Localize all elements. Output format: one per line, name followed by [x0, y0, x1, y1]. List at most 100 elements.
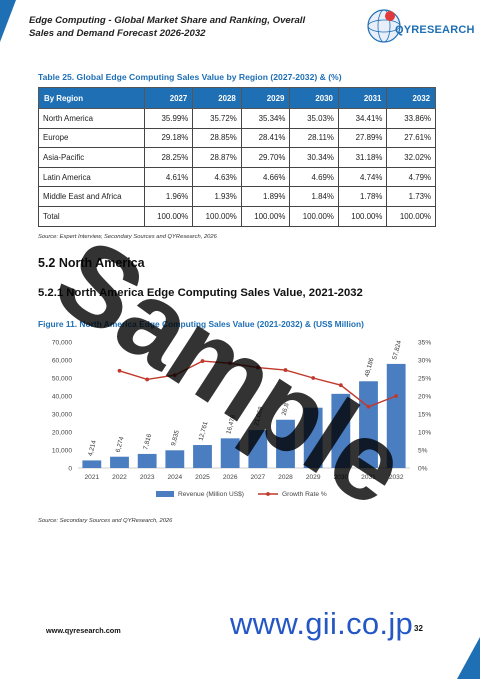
share-cell: 1.73%: [386, 186, 436, 207]
revenue-bar: [386, 363, 406, 468]
sales-value-chart: 0 10,000 20,000 30,000 40,000 50,000 60,000 70,…: [52, 339, 432, 498]
column-header: 2029: [240, 87, 291, 109]
table-row: Middle East and Africa 1.96% 1.93% 1.89% 1.8…: [38, 186, 436, 207]
x-axis-tick-label: 2022: [112, 474, 127, 481]
share-cell: 27.89%: [337, 127, 388, 149]
region-cell: Total: [38, 205, 145, 227]
right-axis-tick-label: 25%: [418, 376, 431, 383]
share-cell: 100.00%: [337, 205, 388, 227]
legend-label-growth: Growth Rate %: [282, 491, 327, 498]
bar-value-label: 48,186: [364, 357, 376, 378]
x-axis-tick-label: 2021: [84, 474, 99, 481]
share-cell: 28.25%: [143, 147, 194, 168]
logo-text: QYRESEARCH: [395, 24, 475, 36]
table-row: Europe 29.18% 28.85% 28.41% 28.11% 27.89% 27.6…: [38, 127, 436, 149]
column-header: 2032: [386, 87, 436, 109]
share-cell: 35.72%: [192, 108, 242, 129]
share-cell: 4.69%: [289, 166, 339, 188]
x-axis-tick-label: 2027: [250, 474, 265, 481]
share-cell: 100.00%: [289, 205, 339, 227]
report-title: Edge Computing - Global Market Share and…: [29, 15, 306, 39]
growth-rate-point: [255, 365, 260, 370]
corner-decoration: [0, 0, 16, 42]
bar-value-label: 26,8: [281, 402, 291, 416]
revenue-bar: [331, 393, 351, 468]
right-axis-tick-label: 15%: [418, 412, 431, 419]
left-axis-tick-label: 40,000: [52, 394, 73, 401]
share-cell: 100.00%: [386, 205, 436, 227]
table-row: North America 35.99% 35.72% 35.34% 35.03% 34.…: [38, 108, 436, 129]
column-header: 2028: [192, 87, 242, 109]
growth-rate-point: [200, 359, 205, 363]
subsection-heading: 5.2.1 North America Edge Computing Sales…: [38, 287, 363, 299]
corner-decoration: [457, 637, 480, 679]
right-axis-tick-label: 30%: [418, 358, 431, 365]
revenue-bar: [137, 453, 157, 468]
share-cell: 29.70%: [240, 147, 291, 168]
share-cell: 4.63%: [192, 166, 242, 188]
x-axis-tick-label: 2029: [306, 474, 321, 481]
share-cell: 4.79%: [386, 166, 436, 188]
share-cell: 30.34%: [289, 147, 339, 168]
growth-rate-point: [311, 376, 316, 380]
page-number: 32: [414, 624, 423, 633]
share-cell: 35.34%: [240, 108, 291, 129]
revenue-bar: [165, 450, 185, 468]
share-cell: 100.00%: [192, 205, 242, 227]
x-axis-tick-label: 2026: [223, 474, 238, 481]
right-axis-tick-label: 35%: [418, 340, 431, 347]
growth-rate-point: [283, 368, 288, 372]
revenue-bar: [82, 460, 102, 468]
right-axis-tick-label: 5%: [418, 448, 428, 455]
growth-rate-point: [172, 373, 177, 378]
share-cell: 1.96%: [143, 186, 194, 207]
table-row: Latin America 4.61% 4.63% 4.66% 4.69% 4.74% 4.…: [38, 166, 436, 188]
share-cell: 4.66%: [240, 166, 291, 188]
share-cell: 1.78%: [337, 186, 388, 207]
gii-watermark: www.gii.co.jp: [230, 606, 414, 641]
share-cell: 28.87%: [192, 147, 242, 168]
share-cell: 33.86%: [386, 108, 436, 129]
share-cell: 4.61%: [143, 166, 194, 188]
x-axis-tick-label: 2031: [361, 474, 376, 481]
revenue-bar: [220, 438, 240, 468]
x-axis-tick-label: 2023: [140, 474, 155, 481]
qyresearch-logo: [367, 9, 401, 43]
figure-source-note: Source: Secondary Sources and QYResearch…: [38, 518, 173, 524]
legend-swatch-revenue: [156, 491, 174, 497]
growth-rate-point: [366, 404, 371, 409]
growth-rate-point: [145, 377, 150, 382]
share-cell: 100.00%: [143, 205, 194, 227]
left-axis-tick-label: 30,000: [52, 412, 73, 419]
revenue-bar: [359, 381, 378, 468]
revenue-bar: [110, 456, 129, 468]
region-cell: Middle East and Africa: [38, 186, 145, 207]
left-axis-tick-label: 10,000: [52, 448, 73, 455]
share-cell: 31.18%: [337, 147, 388, 168]
region-cell: Latin America: [38, 166, 145, 188]
region-cell: Asia-Pacific: [38, 147, 145, 168]
bar-value-label: 4,214: [87, 439, 98, 457]
share-cell: 1.93%: [192, 186, 242, 207]
column-header: 2031: [337, 87, 388, 109]
share-cell: 28.41%: [240, 127, 291, 149]
bar-value-label: 9,835: [170, 429, 181, 447]
share-cell: 28.11%: [289, 127, 339, 149]
figure-caption: Figure 11. North America Edge Computing …: [38, 319, 364, 329]
share-cell: 34.41%: [337, 108, 388, 129]
column-header: By Region: [38, 87, 145, 109]
bar-value-label: 6,274: [115, 436, 126, 454]
left-axis-tick-label: 0: [68, 466, 72, 473]
x-axis-tick-label: 2028: [278, 474, 293, 481]
column-header: 2027: [143, 87, 194, 109]
growth-rate-point: [394, 394, 399, 398]
growth-rate-point: [228, 361, 233, 366]
growth-rate-point: [338, 383, 343, 388]
revenue-bar: [193, 445, 212, 468]
table-source-note: Source: Expert Interview, Secondary Sour…: [38, 234, 217, 240]
share-cell: 27.61%: [386, 127, 436, 149]
x-axis-tick-label: 2024: [167, 474, 182, 481]
x-axis-tick-label: 2032: [389, 474, 404, 481]
bar-value-label: 57,824: [391, 339, 403, 360]
